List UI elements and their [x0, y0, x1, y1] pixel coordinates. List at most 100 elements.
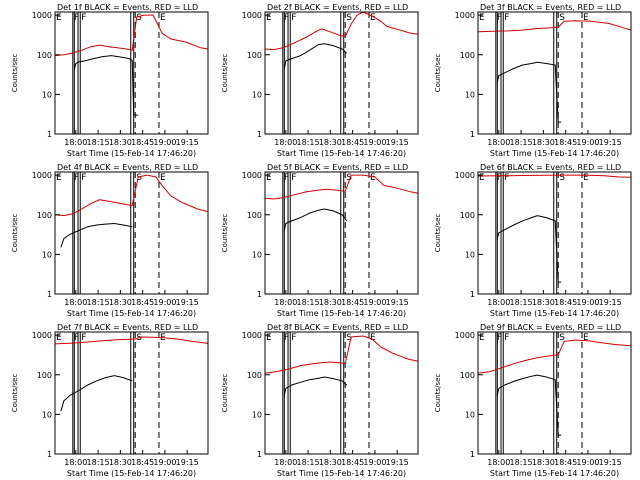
- x-tick-label: 18:45: [131, 458, 154, 467]
- y-tick-label: 100: [247, 51, 262, 60]
- marker-label: S: [136, 13, 142, 23]
- events-series-line: [496, 215, 562, 283]
- events-series-line: [283, 208, 348, 231]
- x-tick-label: 18:45: [554, 458, 577, 467]
- marker-label: F: [504, 13, 509, 23]
- y-axis-label: Counts/sec: [11, 214, 19, 253]
- y-tick-label: 1000: [242, 11, 262, 20]
- x-tick-label: 19:00: [363, 458, 386, 467]
- y-tick-label: 10: [42, 410, 52, 419]
- x-tick-label: 19:15: [386, 458, 409, 467]
- plot-frame: [54, 331, 209, 455]
- y-tick-label: 10: [465, 90, 475, 99]
- x-tick-label: 18:45: [131, 138, 154, 147]
- marker-label: E: [479, 333, 485, 343]
- x-axis-label: Start Time (15-Feb-14 17:46:20): [490, 469, 619, 478]
- marker-label: F: [81, 13, 86, 23]
- marker-label: F: [74, 173, 79, 183]
- lld-series-line: [477, 20, 632, 33]
- y-tick-label: 1000: [455, 11, 475, 20]
- y-tick-label: 1000: [32, 331, 52, 340]
- panel-title: Det 2f BLACK = Events, RED = LLD: [267, 3, 408, 12]
- y-tick-label: 1000: [32, 171, 52, 180]
- y-tick-label: 10: [465, 410, 475, 419]
- x-tick-label: 18:30: [109, 458, 132, 467]
- y-tick-label: 10: [252, 410, 262, 419]
- y-axis-label: Counts/sec: [11, 374, 19, 413]
- y-tick-label: 1: [470, 130, 475, 139]
- y-tick-label: 1: [47, 290, 52, 299]
- x-tick-label: 18:00: [487, 138, 510, 147]
- panel-title: Det 1f BLACK = Events, RED = LLD: [57, 3, 198, 12]
- marker-label: S: [559, 333, 565, 343]
- x-tick-label: 19:15: [386, 138, 409, 147]
- marker-label: S: [346, 173, 352, 183]
- x-tick-label: 18:30: [319, 298, 342, 307]
- panel-title: Det 8f BLACK = Events, RED = LLD: [267, 323, 408, 332]
- lld-series-line: [477, 174, 632, 178]
- x-tick-label: 18:15: [87, 458, 110, 467]
- y-tick-label: 1: [257, 290, 262, 299]
- marker-label: E: [56, 173, 62, 183]
- x-tick-label: 19:15: [599, 298, 622, 307]
- lld-series-line: [54, 14, 209, 57]
- y-tick-label: 1: [470, 290, 475, 299]
- marker-label: F: [497, 173, 502, 183]
- plot-frame: [477, 11, 632, 135]
- x-tick-label: 18:30: [532, 138, 555, 147]
- y-tick-label: 100: [247, 211, 262, 220]
- x-axis-label: Start Time (15-Feb-14 17:46:20): [490, 149, 619, 158]
- marker-label: F: [284, 333, 289, 343]
- x-tick-label: 18:00: [64, 458, 87, 467]
- y-axis-label: Counts/sec: [221, 54, 229, 93]
- y-tick-label: 100: [460, 51, 475, 60]
- x-axis-label: Start Time (15-Feb-14 17:46:20): [490, 309, 619, 318]
- events-series-line: [60, 375, 133, 412]
- marker-label: F: [284, 13, 289, 23]
- x-tick-label: 19:00: [576, 298, 599, 307]
- marker-label: F: [74, 13, 79, 23]
- plot-frame: [264, 11, 419, 135]
- lld-series-line: [54, 174, 209, 217]
- panel-title: Det 3f BLACK = Events, RED = LLD: [480, 3, 621, 12]
- y-axis-label: Counts/sec: [434, 54, 442, 93]
- marker-label: E: [370, 13, 376, 23]
- x-tick-label: 18:00: [274, 138, 297, 147]
- x-tick-label: 18:15: [510, 138, 533, 147]
- lld-series-line: [264, 335, 419, 374]
- events-series-line: [60, 222, 133, 248]
- y-tick-label: 100: [247, 371, 262, 380]
- panel-title: Det 7f BLACK = Events, RED = LLD: [57, 323, 198, 332]
- marker-label: E: [56, 333, 62, 343]
- marker-label: S: [559, 173, 565, 183]
- x-tick-label: 19:00: [576, 138, 599, 147]
- marker-label: E: [266, 13, 272, 23]
- x-tick-label: 19:00: [153, 298, 176, 307]
- y-tick-label: 1: [257, 450, 262, 459]
- lld-series-line: [264, 11, 419, 51]
- marker-label: E: [583, 333, 589, 343]
- events-series-line: [496, 374, 562, 436]
- x-tick-label: 18:30: [109, 298, 132, 307]
- y-tick-label: 100: [460, 371, 475, 380]
- y-tick-label: 10: [252, 250, 262, 259]
- plot-frame: [54, 171, 209, 295]
- events-series-line: [283, 43, 348, 69]
- x-tick-label: 18:45: [554, 298, 577, 307]
- x-tick-label: 19:15: [176, 298, 199, 307]
- marker-label: S: [559, 13, 565, 23]
- marker-label: S: [346, 13, 352, 23]
- x-tick-label: 18:45: [554, 138, 577, 147]
- x-tick-label: 18:15: [87, 138, 110, 147]
- plot-frame: [264, 171, 419, 295]
- marker-label: F: [81, 333, 86, 343]
- y-tick-label: 100: [37, 211, 52, 220]
- x-tick-label: 19:00: [576, 458, 599, 467]
- x-tick-label: 18:00: [64, 298, 87, 307]
